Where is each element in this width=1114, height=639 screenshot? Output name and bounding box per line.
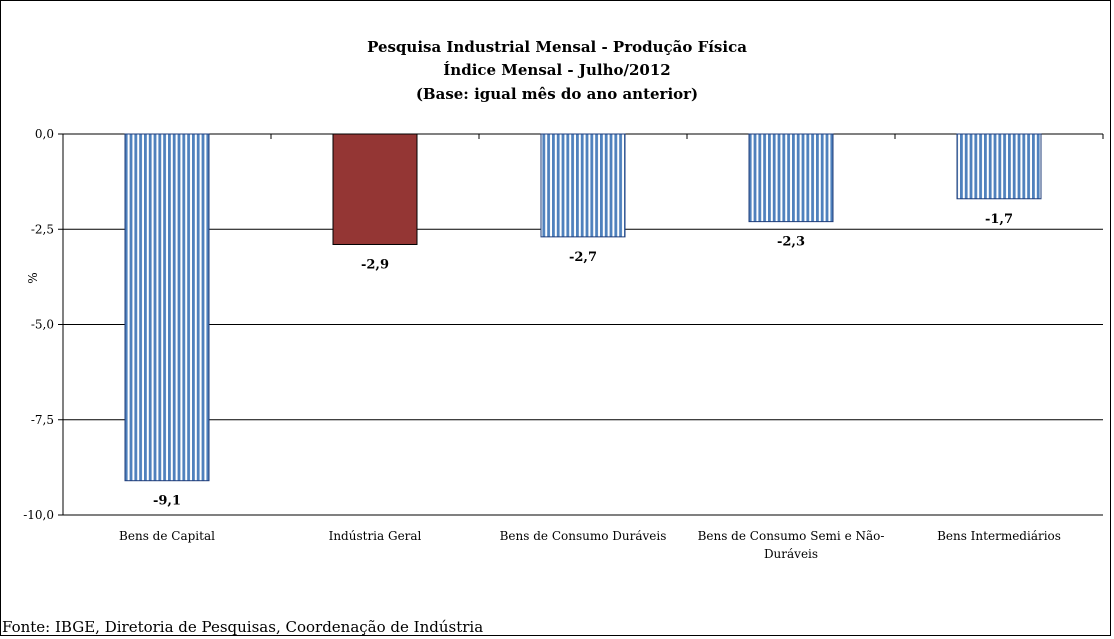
bar-highlight — [332, 133, 418, 245]
x-category-label: Bens de Consumo Duráveis — [500, 529, 667, 543]
y-tick-label: -10,0 — [23, 508, 54, 522]
y-tick-label: -2,5 — [31, 222, 54, 236]
chart-title-line: (Base: igual mês do ano anterior) — [416, 85, 698, 103]
bars — [124, 133, 1042, 482]
x-category-label: Indústria Geral — [329, 529, 422, 543]
y-tick-label: -5,0 — [31, 318, 54, 332]
chart-title-line: Índice Mensal - Julho/2012 — [443, 61, 670, 79]
source-note: Fonte: IBGE, Diretoria de Pesquisas, Coo… — [2, 618, 484, 636]
y-tick-label: -7,5 — [31, 413, 54, 427]
chart-title-line: Pesquisa Industrial Mensal - Produção Fí… — [367, 38, 747, 56]
x-category-label: Duráveis — [764, 547, 818, 561]
data-label: -9,1 — [153, 494, 181, 509]
chart: Pesquisa Industrial Mensal - Produção Fí… — [23, 38, 1104, 561]
bar — [748, 133, 834, 223]
bar — [124, 133, 210, 482]
x-category-label: Bens de Consumo Semi e Não- — [698, 529, 885, 543]
x-category-label: Bens Intermediários — [937, 529, 1061, 543]
data-label: -2,3 — [777, 235, 805, 250]
bar — [540, 133, 626, 238]
y-tick-label: 0,0 — [35, 127, 54, 141]
data-label: -2,7 — [569, 250, 597, 265]
y-axis-label: % — [26, 272, 40, 283]
data-label: -1,7 — [985, 212, 1013, 227]
labels: 0,0 -2,5 -5,0 -7,5 -10,0% -9,1 Bens de Capital… — [23, 127, 1061, 561]
data-label: -2,9 — [361, 257, 389, 272]
bar — [956, 133, 1042, 200]
chart-title: Pesquisa Industrial Mensal - Produção Fí… — [367, 38, 747, 103]
x-category-label: Bens de Capital — [119, 529, 215, 543]
